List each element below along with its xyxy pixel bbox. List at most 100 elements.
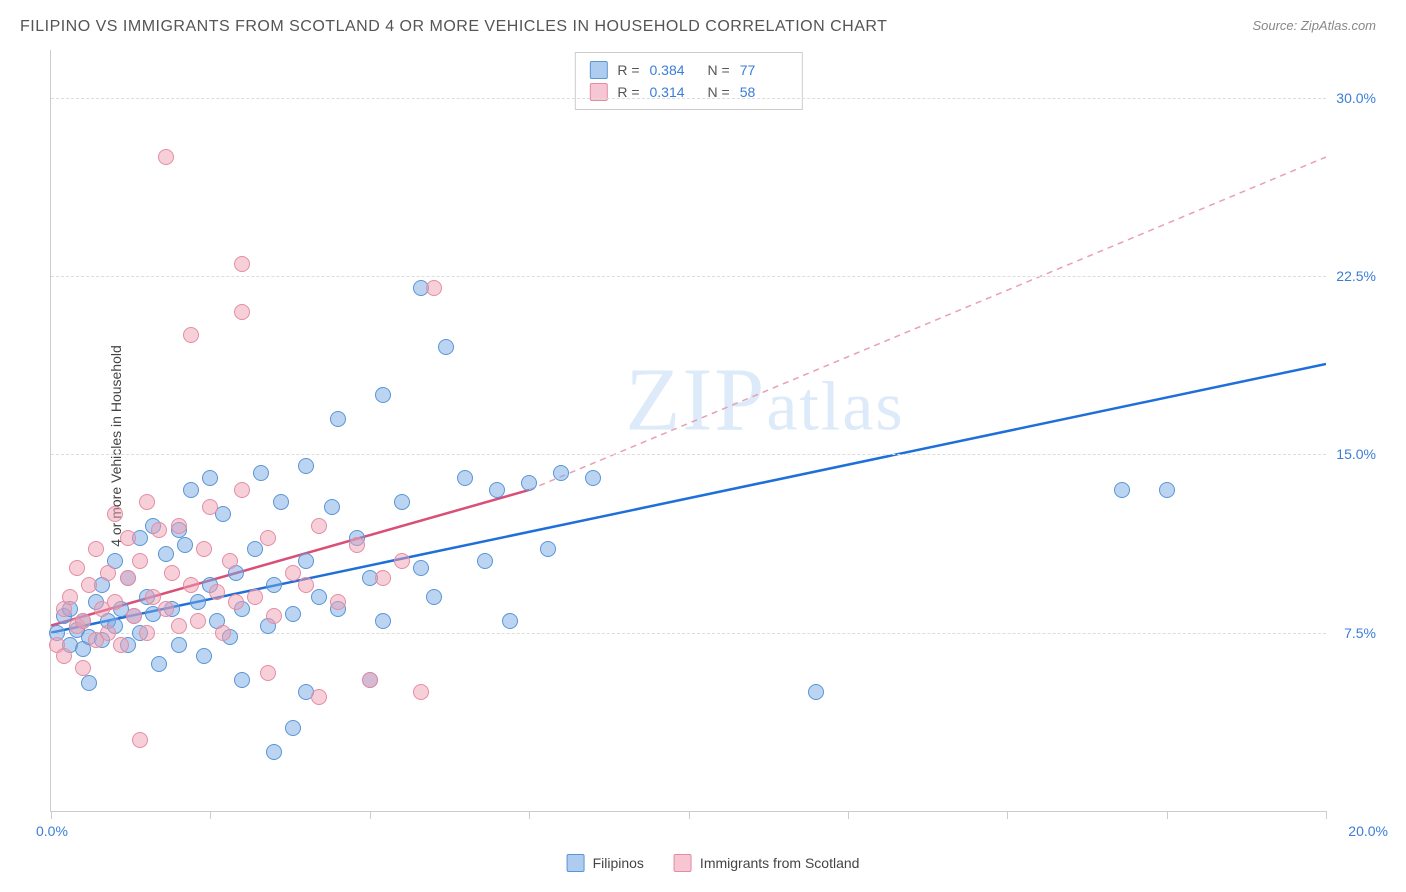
scatter-point	[190, 613, 206, 629]
scatter-point	[540, 541, 556, 557]
scatter-point	[413, 684, 429, 700]
x-tick	[210, 811, 211, 819]
legend-stats-row: R = 0.384 N = 77	[589, 59, 787, 81]
scatter-point	[75, 613, 91, 629]
scatter-point	[75, 660, 91, 676]
x-tick	[1167, 811, 1168, 819]
scatter-point	[120, 570, 136, 586]
scatter-point	[266, 577, 282, 593]
scatter-point	[438, 339, 454, 355]
swatch-blue-icon	[589, 61, 607, 79]
legend-label: Immigrants from Scotland	[700, 855, 860, 871]
scatter-point	[234, 256, 250, 272]
scatter-point	[215, 625, 231, 641]
scatter-point	[171, 637, 187, 653]
scatter-point	[171, 518, 187, 534]
scatter-point	[362, 672, 378, 688]
scatter-point	[107, 594, 123, 610]
scatter-point	[521, 475, 537, 491]
y-tick-label: 22.5%	[1326, 268, 1376, 284]
scatter-point	[489, 482, 505, 498]
scatter-point	[126, 608, 142, 624]
scatter-point	[311, 689, 327, 705]
scatter-point	[56, 648, 72, 664]
legend-stats-row: R = 0.314 N = 58	[589, 81, 787, 103]
stat-r-label: R =	[617, 81, 639, 103]
scatter-point	[247, 589, 263, 605]
y-tick-label: 7.5%	[1326, 625, 1376, 641]
scatter-point	[426, 280, 442, 296]
scatter-point	[330, 594, 346, 610]
scatter-point	[228, 594, 244, 610]
watermark: ZIPatlas	[625, 349, 904, 452]
x-tick	[529, 811, 530, 819]
x-tick-label-min: 0.0%	[36, 823, 68, 839]
stat-n-label: N =	[708, 81, 730, 103]
swatch-pink-icon	[674, 854, 692, 872]
scatter-point	[375, 387, 391, 403]
scatter-point	[285, 606, 301, 622]
scatter-point	[151, 522, 167, 538]
scatter-point	[88, 541, 104, 557]
x-tick-label-max: 20.0%	[1348, 823, 1388, 839]
scatter-point	[413, 560, 429, 576]
scatter-point	[266, 608, 282, 624]
scatter-point	[324, 499, 340, 515]
scatter-point	[196, 541, 212, 557]
scatter-point	[426, 589, 442, 605]
scatter-point	[171, 618, 187, 634]
scatter-point	[100, 565, 116, 581]
y-tick-label: 30.0%	[1326, 90, 1376, 106]
scatter-point	[145, 589, 161, 605]
scatter-point	[349, 537, 365, 553]
x-tick	[370, 811, 371, 819]
stat-r-value: 0.314	[650, 81, 698, 103]
gridline-h	[51, 633, 1326, 634]
scatter-point	[285, 720, 301, 736]
legend-stats-box: R = 0.384 N = 77 R = 0.314 N = 58	[574, 52, 802, 110]
scatter-point	[183, 577, 199, 593]
scatter-point	[394, 494, 410, 510]
scatter-point	[808, 684, 824, 700]
scatter-point	[273, 494, 289, 510]
scatter-point	[120, 530, 136, 546]
scatter-point	[298, 553, 314, 569]
scatter-point	[139, 494, 155, 510]
stat-r-value: 0.384	[650, 59, 698, 81]
scatter-point	[375, 570, 391, 586]
swatch-blue-icon	[567, 854, 585, 872]
scatter-point	[196, 648, 212, 664]
scatter-point	[234, 672, 250, 688]
chart-area: 4 or more Vehicles in Household ZIPatlas…	[50, 50, 1376, 842]
scatter-point	[132, 732, 148, 748]
scatter-point	[394, 553, 410, 569]
x-tick	[689, 811, 690, 819]
scatter-point	[253, 465, 269, 481]
scatter-point	[183, 327, 199, 343]
scatter-point	[1114, 482, 1130, 498]
scatter-point	[477, 553, 493, 569]
scatter-point	[202, 499, 218, 515]
scatter-point	[190, 594, 206, 610]
scatter-point	[69, 560, 85, 576]
scatter-point	[139, 625, 155, 641]
legend-item: Immigrants from Scotland	[674, 854, 860, 872]
scatter-point	[113, 637, 129, 653]
scatter-point	[502, 613, 518, 629]
x-tick	[51, 811, 52, 819]
gridline-h	[51, 98, 1326, 99]
x-tick	[848, 811, 849, 819]
source-attribution: Source: ZipAtlas.com	[1252, 18, 1376, 33]
scatter-point	[100, 625, 116, 641]
scatter-point	[285, 565, 301, 581]
scatter-point	[1159, 482, 1175, 498]
x-tick	[1007, 811, 1008, 819]
scatter-point	[585, 470, 601, 486]
stat-n-value: 58	[740, 81, 788, 103]
scatter-point	[209, 584, 225, 600]
scatter-point	[132, 553, 148, 569]
gridline-h	[51, 454, 1326, 455]
scatter-point	[260, 530, 276, 546]
scatter-point	[260, 665, 276, 681]
scatter-point	[107, 506, 123, 522]
